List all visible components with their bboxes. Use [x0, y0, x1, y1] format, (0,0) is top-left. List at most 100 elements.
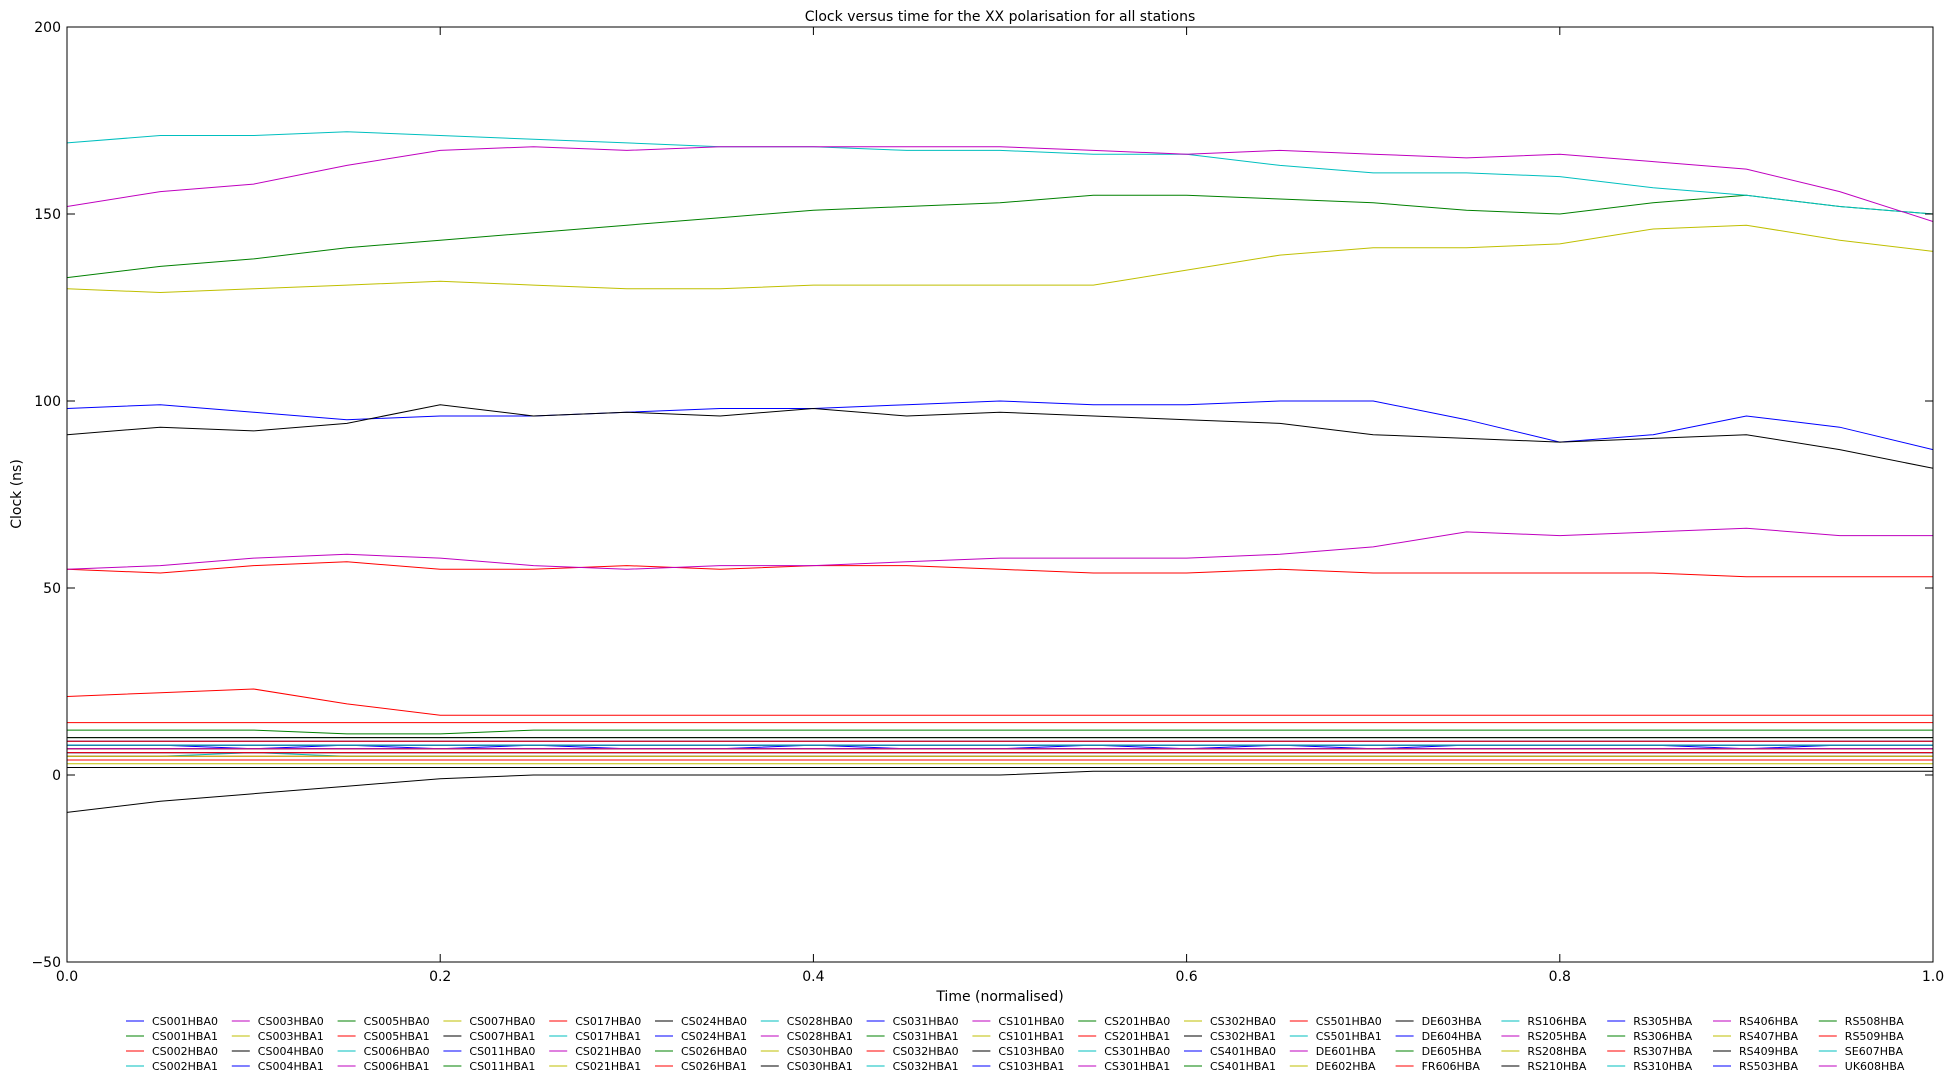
- legend: CS001HBA0 CS001HBA1 CS002HBA0 CS002HBA1 CS00…: [126, 1015, 1905, 1073]
- legend-label: SE607HBA: [1845, 1045, 1904, 1058]
- legend-label: CS030HBA1: [787, 1060, 853, 1073]
- legend-label: CS031HBA0: [893, 1015, 959, 1028]
- legend-label: CS201HBA0: [1104, 1015, 1170, 1028]
- legend-item: CS003HBA1: [231, 1030, 324, 1043]
- legend-item: CS021HBA0: [549, 1045, 641, 1058]
- legend-item: CS004HBA0: [231, 1045, 324, 1058]
- legend-item: CS002HBA0: [126, 1045, 218, 1058]
- legend-label: CS026HBA0: [681, 1045, 747, 1058]
- legend-item: CS026HBA0: [655, 1045, 747, 1058]
- legend-item: CS011HBA0: [443, 1045, 535, 1058]
- legend-label: UK608HBA: [1845, 1060, 1905, 1073]
- legend-item: CS002HBA1: [126, 1060, 218, 1073]
- legend-label: CS301HBA1: [1104, 1060, 1170, 1073]
- legend-item: RS305HBA: [1607, 1015, 1693, 1028]
- legend-item: CS006HBA0: [337, 1045, 430, 1058]
- legend-item: CS103HBA1: [972, 1060, 1064, 1073]
- legend-item: RS208HBA: [1501, 1045, 1587, 1058]
- legend-label: CS302HBA1: [1210, 1030, 1276, 1043]
- legend-item: CS101HBA0: [972, 1015, 1064, 1028]
- legend-label: RS208HBA: [1527, 1045, 1586, 1058]
- legend-label: RS509HBA: [1845, 1030, 1904, 1043]
- legend-item: CS005HBA0: [337, 1015, 430, 1028]
- y-tick-label: 150: [34, 207, 61, 223]
- legend-item: CS201HBA1: [1078, 1030, 1170, 1043]
- x-tick-label: 0.8: [1549, 969, 1571, 985]
- legend-item: RS205HBA: [1501, 1030, 1587, 1043]
- series-line-CS002HBA0: [67, 561, 1933, 578]
- legend-label: CS007HBA1: [469, 1030, 535, 1043]
- legend-item: CS024HBA0: [655, 1015, 747, 1028]
- legend-item: CS103HBA0: [972, 1045, 1064, 1058]
- legend-item: CS501HBA1: [1289, 1030, 1382, 1043]
- legend-item: CS401HBA0: [1184, 1045, 1276, 1058]
- legend-item: CS021HBA1: [549, 1060, 641, 1073]
- legend-item: RS409HBA: [1713, 1045, 1798, 1058]
- y-tick-label: 100: [34, 394, 61, 410]
- legend-item: CS024HBA1: [655, 1030, 747, 1043]
- legend-label: CS101HBA0: [998, 1015, 1064, 1028]
- legend-item: CS032HBA1: [866, 1060, 959, 1073]
- legend-item: SE607HBA: [1818, 1045, 1904, 1058]
- legend-label: CS301HBA0: [1104, 1045, 1170, 1058]
- legend-label: FR606HBA: [1422, 1060, 1481, 1073]
- legend-item: CS011HBA1: [443, 1060, 535, 1073]
- x-tick-label: 0.0: [56, 969, 78, 985]
- legend-item: DE605HBA: [1395, 1045, 1482, 1058]
- legend-label: CS030HBA0: [787, 1045, 853, 1058]
- legend-label: CS021HBA1: [575, 1060, 641, 1073]
- legend-label: CS006HBA0: [364, 1045, 430, 1058]
- legend-item: CS007HBA0: [443, 1015, 535, 1028]
- legend-item: CS201HBA0: [1078, 1015, 1170, 1028]
- plot-area: [66, 26, 1934, 963]
- legend-label: RS503HBA: [1739, 1060, 1798, 1073]
- legend-label: CS011HBA0: [469, 1045, 535, 1058]
- x-tick-label: 0.2: [429, 969, 451, 985]
- legend-label: DE602HBA: [1316, 1060, 1376, 1073]
- legend-label: CS101HBA1: [998, 1030, 1064, 1043]
- legend-label: CS032HBA0: [893, 1045, 959, 1058]
- series-line-CS001HBA0: [67, 400, 1933, 451]
- x-tick-label: 1.0: [1922, 969, 1944, 985]
- legend-label: CS007HBA0: [469, 1015, 535, 1028]
- legend-item: RS210HBA: [1501, 1060, 1587, 1073]
- legend-item: DE602HBA: [1289, 1060, 1376, 1073]
- legend-item: CS031HBA0: [866, 1015, 959, 1028]
- legend-item: CS030HBA1: [760, 1060, 853, 1073]
- x-tick-label: 0.6: [1175, 969, 1197, 985]
- series-line-CS007HBA1: [67, 770, 1933, 813]
- legend-label: RS210HBA: [1527, 1060, 1586, 1073]
- legend-item: CS301HBA1: [1078, 1060, 1170, 1073]
- legend-item: RS106HBA: [1501, 1015, 1587, 1028]
- legend-label: CS302HBA0: [1210, 1015, 1276, 1028]
- legend-item: CS026HBA1: [655, 1060, 747, 1073]
- legend-label: DE603HBA: [1422, 1015, 1482, 1028]
- legend-label: RS106HBA: [1527, 1015, 1586, 1028]
- series-layer: [67, 131, 1933, 813]
- legend-item: CS004HBA1: [231, 1060, 324, 1073]
- legend-item: CS302HBA0: [1184, 1015, 1276, 1028]
- legend-label: CS017HBA1: [575, 1030, 641, 1043]
- legend-label: CS001HBA0: [152, 1015, 218, 1028]
- legend-item: UK608HBA: [1818, 1060, 1905, 1073]
- legend-label: CS005HBA0: [364, 1015, 430, 1028]
- legend-label: CS001HBA1: [152, 1030, 218, 1043]
- x-axis-label: Time (normalised): [935, 989, 1063, 1005]
- legend-item: CS003HBA0: [231, 1015, 324, 1028]
- legend-item: CS032HBA0: [866, 1045, 959, 1058]
- legend-label: RS305HBA: [1633, 1015, 1692, 1028]
- legend-label: CS017HBA0: [575, 1015, 641, 1028]
- legend-label: CS004HBA0: [258, 1045, 324, 1058]
- y-tick-label: 0: [52, 768, 61, 784]
- legend-item: CS028HBA0: [760, 1015, 853, 1028]
- legend-item: CS302HBA1: [1184, 1030, 1276, 1043]
- legend-label: CS002HBA0: [152, 1045, 218, 1058]
- legend-item: RS503HBA: [1713, 1060, 1798, 1073]
- legend-label: RS205HBA: [1527, 1030, 1586, 1043]
- legend-label: CS028HBA0: [787, 1015, 853, 1028]
- legend-label: RS306HBA: [1633, 1030, 1692, 1043]
- legend-label: RS409HBA: [1739, 1045, 1798, 1058]
- legend-item: DE603HBA: [1395, 1015, 1482, 1028]
- legend-label: CS006HBA1: [364, 1060, 430, 1073]
- legend-label: CS103HBA0: [998, 1045, 1064, 1058]
